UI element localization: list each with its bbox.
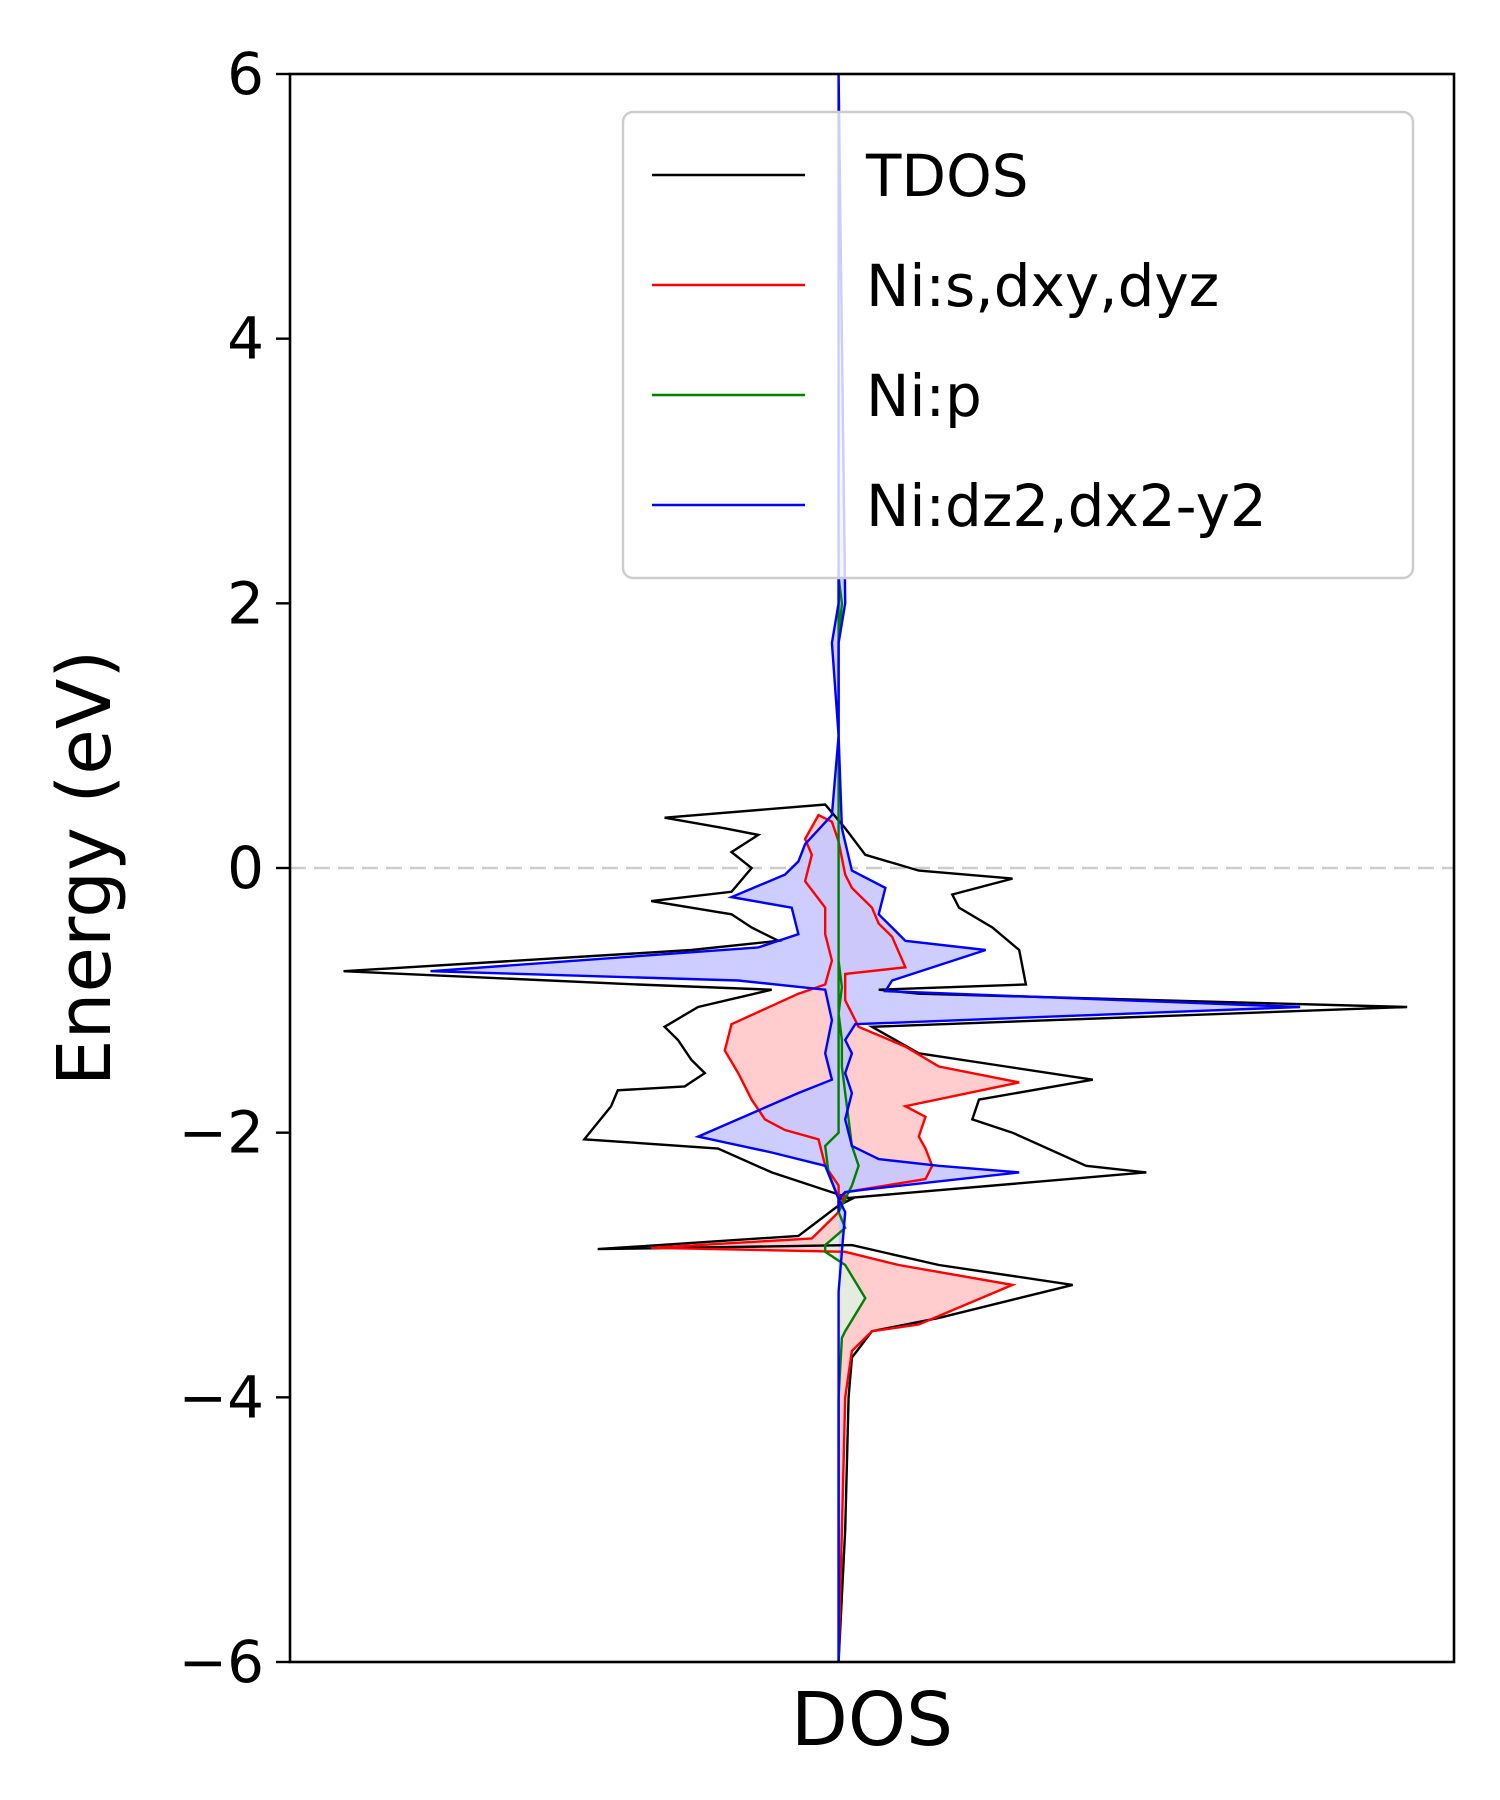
y-tick-label: −4 [179,1363,265,1431]
y-tick-label: −2 [179,1099,265,1167]
series-line-1 [651,813,1020,1663]
y-tick-label: −6 [179,1628,265,1696]
legend-label-0: TDOS [865,142,1029,210]
y-axis: 6 4 2 0 −2 −4 −6 [179,40,290,1696]
y-tick-label: 6 [227,40,264,108]
y-axis-label: Energy (eV) [42,650,128,1086]
series-line-0 [343,803,1408,1663]
y-tick-label: 2 [227,569,264,637]
legend-box [621,110,1415,580]
y-tick-label: 4 [227,305,264,373]
y-tick-label: 0 [227,834,264,902]
legend-label-3: Ni:dz2,dx2-y2 [866,472,1267,540]
plot-area [290,73,1454,1663]
series-line-3 [430,73,1301,1662]
x-axis-label: DOS [791,1677,953,1763]
legend-label-2: Ni:p [866,362,982,430]
legend: TDOS Ni:s,dxy,dyz Ni:p Ni:dz2,dx2-y2 [621,110,1415,580]
legend-label-1: Ni:s,dxy,dyz [866,252,1219,320]
